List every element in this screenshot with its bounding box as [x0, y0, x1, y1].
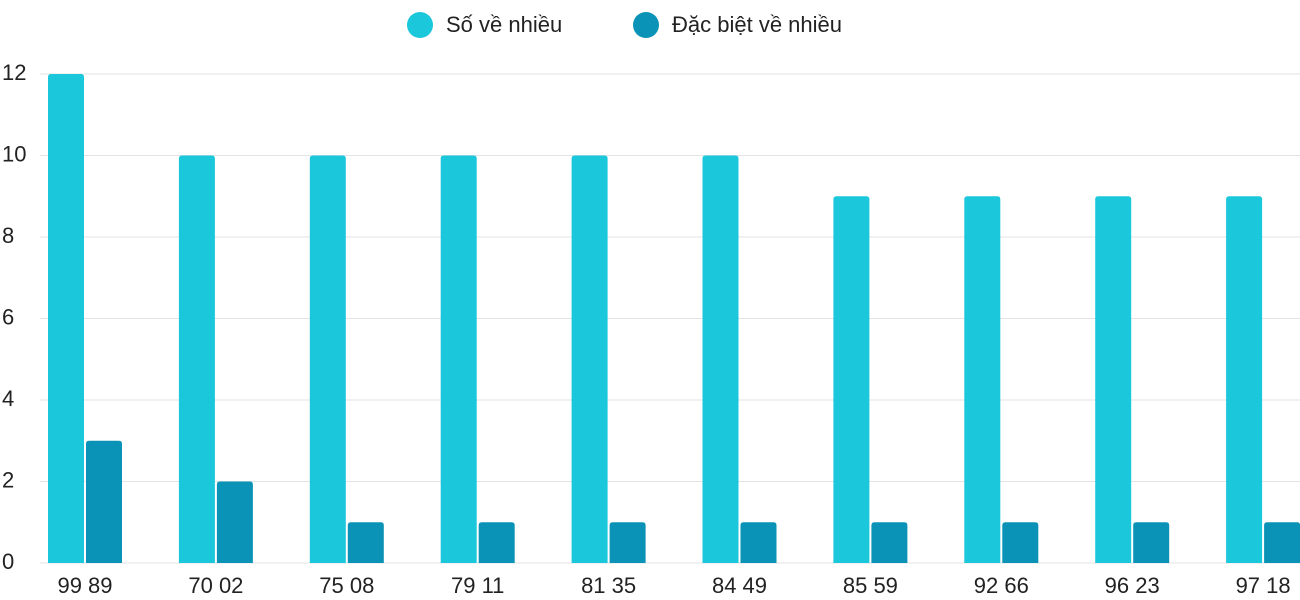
bar	[440, 155, 477, 563]
y-tick-label: 0	[2, 549, 14, 574]
y-tick-label: 8	[2, 223, 14, 248]
y-tick-label: 6	[2, 304, 14, 329]
bar	[347, 522, 384, 563]
y-tick-label: 4	[2, 386, 14, 411]
bar	[216, 481, 253, 563]
legend-label: Số về nhiều	[446, 12, 562, 37]
bar	[833, 196, 870, 563]
bar	[48, 74, 84, 563]
bar	[478, 522, 515, 563]
x-tick-label: 97 18	[1236, 573, 1291, 598]
x-tick-label: 85 59	[843, 573, 898, 598]
bar	[1226, 196, 1263, 563]
x-tick-label: 79 11	[451, 573, 504, 598]
x-tick-label: 70 02	[188, 573, 243, 598]
legend-label: Đặc biệt về nhiều	[672, 12, 842, 37]
x-tick-label: 99 89	[57, 573, 112, 598]
x-tick-label: 96 23	[1105, 573, 1160, 598]
legend-marker	[633, 12, 659, 38]
y-tick-label: 12	[2, 60, 26, 85]
bar	[1095, 196, 1132, 563]
bar	[1133, 522, 1170, 563]
bar	[1264, 522, 1300, 563]
x-tick-label: 75 08	[319, 573, 374, 598]
y-tick-label: 10	[2, 141, 26, 166]
y-tick-label: 2	[2, 467, 14, 492]
x-tick-label: 84 49	[712, 573, 767, 598]
legend-marker	[407, 12, 433, 38]
x-tick-label: 92 66	[974, 573, 1029, 598]
bar	[571, 155, 608, 563]
x-tick-label: 81 35	[581, 573, 636, 598]
bar	[1002, 522, 1039, 563]
bar	[740, 522, 777, 563]
bar	[964, 196, 1001, 563]
bar	[86, 440, 122, 563]
bar	[702, 155, 739, 563]
bar	[178, 155, 215, 563]
bar	[309, 155, 346, 563]
bar	[871, 522, 908, 563]
bar	[609, 522, 646, 563]
